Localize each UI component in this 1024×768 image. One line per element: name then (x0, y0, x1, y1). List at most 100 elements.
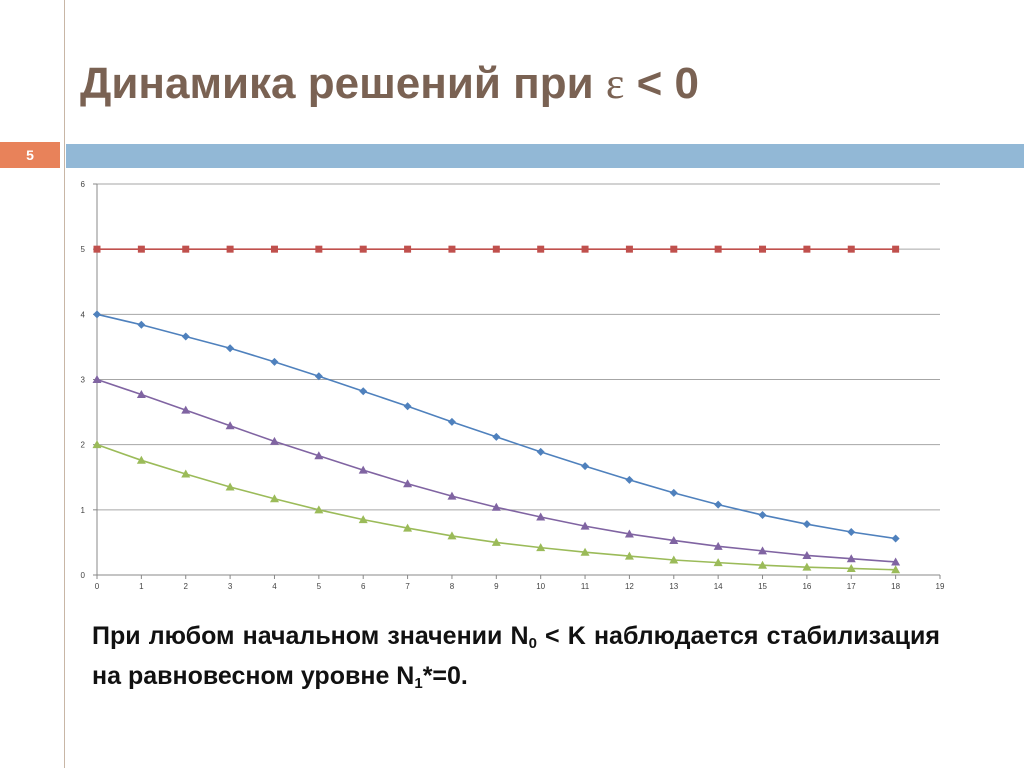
x-tick-label: 10 (536, 582, 545, 591)
data-point (92, 375, 102, 383)
data-point (847, 527, 856, 536)
data-point (758, 546, 768, 555)
data-point (892, 245, 900, 253)
x-tick-label: 15 (758, 582, 767, 591)
data-point (315, 245, 323, 253)
vertical-divider-line (64, 0, 65, 768)
data-point (536, 447, 545, 456)
data-point (580, 521, 590, 530)
epsilon-symbol: ε (605, 59, 625, 108)
data-point (447, 417, 456, 426)
data-point (713, 558, 723, 567)
x-tick-label: 9 (494, 582, 499, 591)
data-point (403, 479, 413, 488)
x-tick-label: 0 (95, 582, 100, 591)
y-tick-label: 4 (81, 310, 86, 319)
data-point (226, 245, 234, 253)
data-point (759, 245, 767, 253)
slide-title-condition: < 0 (624, 59, 699, 108)
x-tick-label: 18 (891, 582, 900, 591)
data-point (181, 405, 191, 414)
caption-subscript-2: 1 (414, 675, 423, 692)
slide-caption: При любом начальном значении N0 < K набл… (92, 616, 940, 696)
slide-title: Динамика решений при ε < 0 (80, 58, 699, 109)
caption-text-1: При любом начальном значении N (92, 622, 529, 650)
x-tick-label: 5 (317, 582, 322, 591)
x-tick-label: 7 (405, 582, 410, 591)
x-tick-label: 17 (847, 582, 856, 591)
data-point (93, 310, 101, 319)
y-tick-label: 6 (81, 180, 86, 189)
x-tick-label: 13 (669, 582, 678, 591)
data-point (714, 500, 723, 509)
data-point (137, 320, 146, 329)
data-point (314, 451, 324, 460)
data-point (93, 245, 101, 253)
data-point (269, 494, 279, 503)
data-point (181, 469, 191, 478)
slide-title-text: Динамика решений при (80, 59, 606, 108)
data-point (403, 402, 412, 411)
caption-subscript-1: 0 (528, 635, 537, 652)
data-point (226, 344, 235, 353)
x-tick-label: 16 (802, 582, 811, 591)
data-point (136, 389, 146, 398)
data-point (536, 543, 546, 552)
y-tick-label: 3 (81, 376, 86, 385)
data-point (225, 421, 235, 430)
x-tick-label: 19 (936, 582, 945, 591)
caption-text-3: *=0. (422, 662, 468, 690)
data-point (182, 245, 190, 253)
series-line-3 (96, 378, 896, 563)
data-point (714, 245, 722, 253)
data-point (713, 541, 723, 550)
data-point (669, 535, 679, 544)
data-point (492, 432, 501, 441)
x-tick-label: 12 (625, 582, 634, 591)
data-point (624, 529, 634, 538)
data-point (447, 491, 457, 500)
data-point (225, 482, 235, 491)
data-point (270, 245, 278, 253)
x-tick-label: 14 (714, 582, 723, 591)
x-tick-label: 4 (272, 582, 277, 591)
data-point (669, 488, 678, 497)
data-point (314, 372, 323, 381)
data-point (537, 245, 545, 253)
data-point (359, 245, 367, 253)
accent-bar (66, 144, 1024, 168)
data-point (358, 515, 368, 524)
x-tick-label: 3 (228, 582, 233, 591)
data-point (802, 550, 812, 559)
slide-number-badge: 5 (0, 142, 60, 168)
data-point (581, 462, 590, 471)
data-point (670, 245, 678, 253)
data-point (269, 436, 279, 445)
data-point (625, 245, 633, 253)
data-point (624, 551, 634, 560)
data-point (891, 557, 901, 566)
data-point (136, 455, 146, 464)
data-point (802, 562, 812, 571)
data-point (625, 475, 634, 484)
data-point (669, 555, 679, 564)
data-point (536, 512, 546, 521)
data-point (448, 245, 456, 253)
x-tick-label: 2 (184, 582, 189, 591)
y-tick-label: 0 (81, 571, 86, 580)
data-point (758, 560, 768, 569)
data-point (581, 245, 589, 253)
data-point (803, 245, 811, 253)
x-tick-label: 8 (450, 582, 455, 591)
data-point (403, 523, 413, 532)
x-tick-label: 6 (361, 582, 366, 591)
y-tick-label: 2 (81, 441, 86, 450)
data-point (137, 245, 145, 253)
y-tick-label: 1 (81, 506, 86, 515)
x-tick-label: 1 (139, 582, 144, 591)
data-point (492, 245, 500, 253)
data-point (181, 332, 190, 341)
data-point (359, 387, 368, 396)
data-point (404, 245, 412, 253)
